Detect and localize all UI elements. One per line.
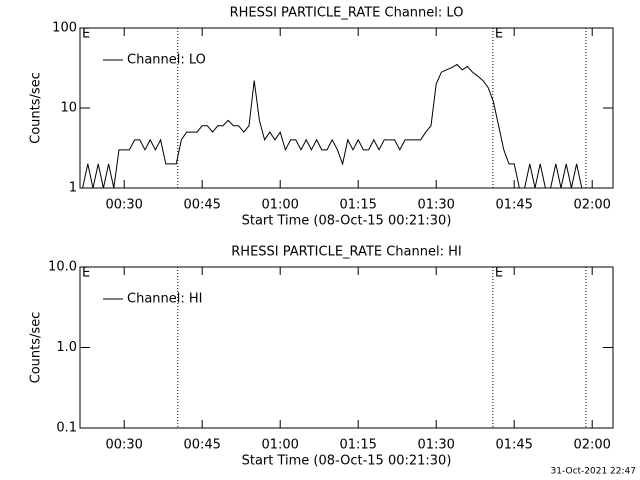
y-tick-label: 10.0	[48, 260, 77, 275]
x-tick-label: 01:00	[261, 438, 298, 453]
annotation: E	[495, 27, 503, 42]
x-tick-label: 02:00	[573, 438, 610, 453]
data-line	[82, 63, 583, 189]
x-tick-label: 01:45	[495, 438, 532, 453]
x-axis-title: Start Time (08-Oct-15 00:21:30)	[242, 454, 452, 469]
x-tick-label: 00:45	[183, 198, 220, 213]
x-tick-label: 01:00	[261, 198, 298, 213]
x-tick-label: 01:45	[495, 198, 532, 213]
legend-label: Channel: HI	[127, 292, 203, 307]
y-tick-label: 100	[52, 21, 77, 36]
y-tick-label: 10	[60, 101, 77, 116]
y-tick-label: 1.0	[56, 340, 77, 355]
legend-label: Channel: LO	[127, 53, 206, 68]
annotation: E	[82, 27, 90, 42]
x-tick-label: 00:30	[105, 438, 142, 453]
x-tick-label: 01:30	[417, 438, 454, 453]
annotation: E	[495, 266, 503, 281]
x-tick-label: 01:15	[339, 438, 376, 453]
y-tick-label: 1	[69, 181, 77, 196]
y-axis-title: Counts/sec	[29, 72, 44, 144]
x-axis-title: Start Time (08-Oct-15 00:21:30)	[242, 214, 452, 229]
footer-timestamp: 31-Oct-2021 22:47	[551, 467, 636, 477]
annotation: E	[82, 266, 90, 281]
chart-title: RHESSI PARTICLE_RATE Channel: LO	[230, 6, 464, 21]
x-tick-label: 00:45	[183, 438, 220, 453]
x-tick-label: 01:15	[339, 198, 376, 213]
x-tick-label: 00:30	[105, 198, 142, 213]
chart-title: RHESSI PARTICLE_RATE Channel: HI	[231, 245, 461, 260]
y-tick-label: 0.1	[56, 421, 77, 436]
y-axis-title: Counts/sec	[29, 312, 44, 384]
x-tick-label: 02:00	[573, 198, 610, 213]
x-tick-label: 01:30	[417, 198, 454, 213]
